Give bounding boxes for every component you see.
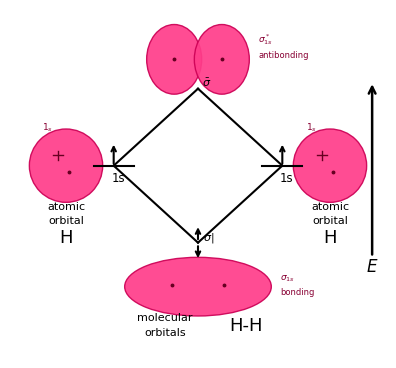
Text: atomic: atomic bbox=[311, 202, 349, 212]
Text: bonding: bonding bbox=[280, 288, 315, 297]
Text: $\bar{\sigma}$: $\bar{\sigma}$ bbox=[202, 77, 212, 89]
Text: $\sigma|$: $\sigma|$ bbox=[204, 231, 215, 245]
Ellipse shape bbox=[29, 129, 103, 202]
Text: 1s: 1s bbox=[111, 172, 125, 185]
Text: molecular: molecular bbox=[137, 314, 193, 323]
Ellipse shape bbox=[293, 129, 367, 202]
Text: orbital: orbital bbox=[48, 216, 84, 226]
Text: atomic: atomic bbox=[47, 202, 85, 212]
Text: $1_s$: $1_s$ bbox=[306, 122, 317, 134]
Text: H: H bbox=[323, 229, 337, 247]
Text: $\sigma^*_{1s}$: $\sigma^*_{1s}$ bbox=[259, 32, 273, 47]
Text: orbital: orbital bbox=[312, 216, 348, 226]
Text: antibonding: antibonding bbox=[259, 50, 309, 60]
Text: $1_s$: $1_s$ bbox=[42, 122, 53, 134]
Ellipse shape bbox=[125, 257, 271, 316]
Text: H-H: H-H bbox=[229, 316, 263, 335]
Ellipse shape bbox=[194, 25, 249, 94]
Text: $\sigma_{1s}$: $\sigma_{1s}$ bbox=[280, 273, 295, 284]
Text: 1s: 1s bbox=[280, 172, 293, 185]
Text: orbitals: orbitals bbox=[144, 328, 186, 338]
Ellipse shape bbox=[147, 25, 202, 94]
Text: E: E bbox=[367, 258, 377, 276]
Text: H: H bbox=[59, 229, 73, 247]
